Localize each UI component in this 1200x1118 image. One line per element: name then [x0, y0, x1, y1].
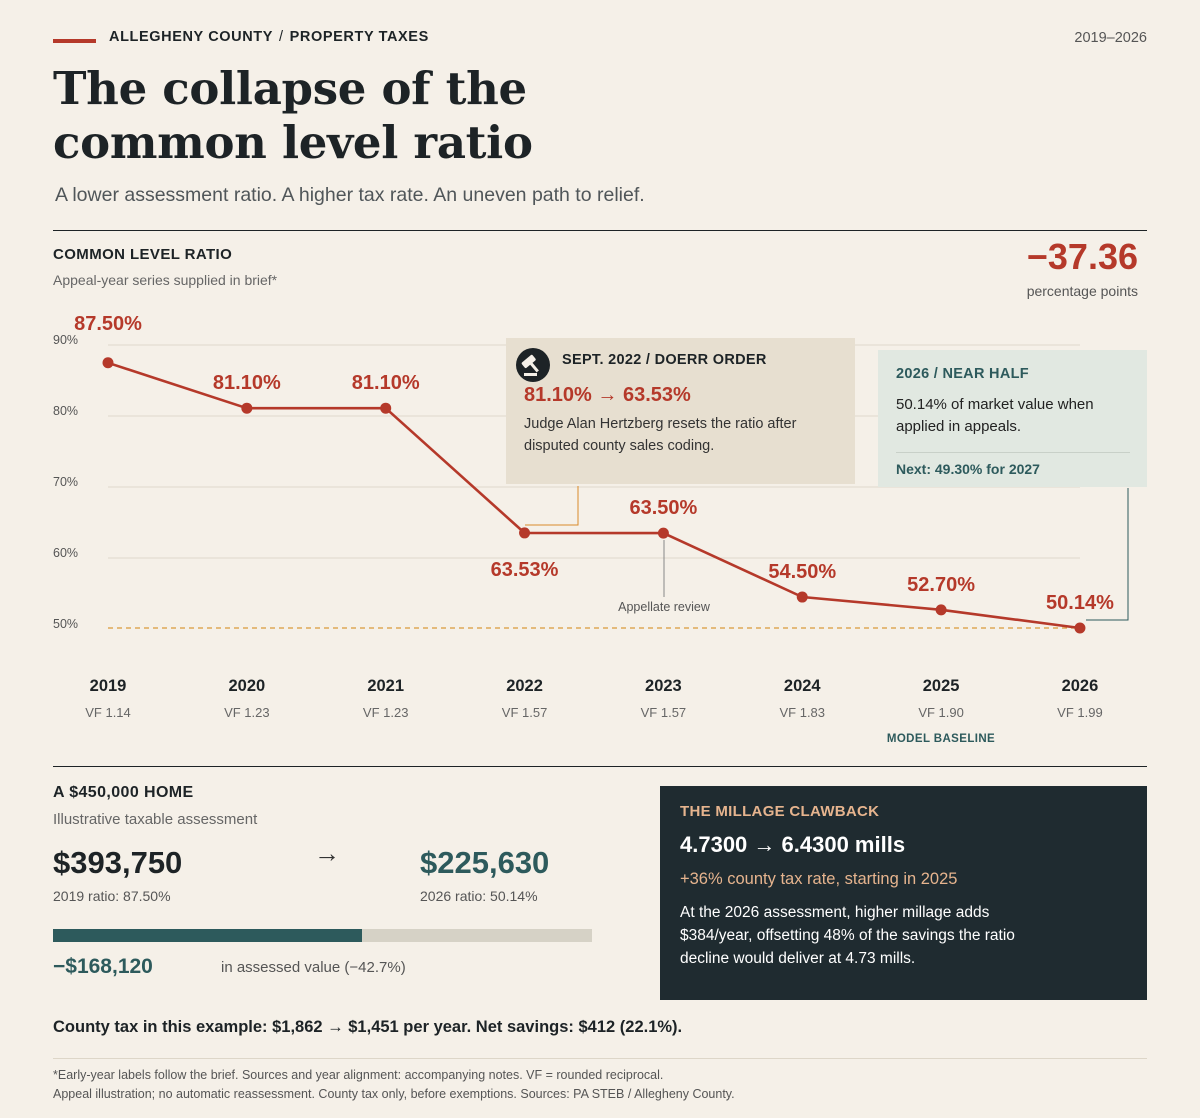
x-tick-label-2025: 2025: [923, 677, 960, 695]
data-label-2026: 50.14%: [1046, 592, 1114, 614]
x-tick-label-2020: 2020: [228, 677, 265, 695]
data-label-2025: 52.70%: [907, 574, 975, 596]
assessment-bar-fill: [53, 929, 362, 942]
section-divider-mid: [53, 766, 1147, 767]
section-divider-top: [53, 230, 1147, 231]
callout-half-heading: 2026 / NEAR HALF: [896, 366, 1029, 382]
arrow-icon: →: [314, 838, 340, 868]
doerr-leader-line: [525, 486, 579, 526]
grid-layer: 90% 80% 70% 60% 50%: [53, 333, 1080, 631]
millage-clawback-panel: THE MILLAGE CLAWBACK 4.7300 → 6.4300 mil…: [660, 786, 1147, 1000]
model-baseline-label: MODEL BASELINE: [887, 733, 995, 745]
kicker: ALLEGHENY COUNTY / PROPERTY TAXES: [109, 29, 429, 45]
footnote-divider: [53, 1058, 1147, 1059]
assessment-delta-value: −$168,120: [53, 955, 153, 978]
millage-explanation: At the 2026 assessment, higher millage a…: [680, 904, 1015, 967]
data-label-2021: 81.10%: [352, 372, 420, 394]
y-tick-label-50: 50%: [53, 617, 78, 631]
chart-heading: COMMON LEVEL RATIO: [53, 246, 233, 263]
x-tick-label-2019: 2019: [90, 677, 127, 695]
x-tick-label-2021: 2021: [367, 677, 404, 695]
data-point-2021: [380, 402, 392, 414]
page-title: The collapse of the common level ratio: [53, 62, 753, 170]
vf-label-2022: VF 1.57: [502, 705, 548, 720]
data-point-2024: [796, 591, 808, 603]
half-leader-line: [1086, 488, 1129, 621]
kicker-topic: PROPERTY TAXES: [289, 29, 429, 45]
callout-half-text: 50.14% of market value when applied in a…: [896, 396, 1094, 435]
vf-label-2019: VF 1.14: [85, 705, 131, 720]
x-tick-label-2024: 2024: [784, 677, 822, 695]
label-layer: 87.50% 2019 VF 1.14 81.10% 2020 VF 1.23 81.10%…: [74, 313, 1114, 720]
callout-doerr-change: 81.10% → 63.53%: [524, 384, 691, 406]
home-heading: A $450,000 HOME: [53, 784, 194, 801]
title-line-1: The collapse of the: [53, 62, 527, 115]
data-point-2019: [102, 357, 114, 369]
vf-label-2025: VF 1.90: [918, 705, 964, 720]
series-line: [107, 361, 1081, 630]
callout-doerr-order: SEPT. 2022 / DOERR ORDER 81.10% → 63.53%…: [506, 338, 855, 484]
vf-label-2026: VF 1.99: [1057, 705, 1103, 720]
gavel-icon: [516, 348, 550, 382]
vf-label-2020: VF 1.23: [224, 705, 270, 720]
footnote-line-2: Appeal illustration; no automatic reasse…: [53, 1087, 735, 1101]
after-ratio-label: 2026 ratio: 50.14%: [420, 888, 538, 904]
callout-doerr-text: Judge Alan Hertzberg resets the ratio af…: [524, 416, 797, 454]
change-value: −37.36: [1026, 236, 1138, 277]
data-point-2020: [241, 402, 253, 414]
line-layer: [102, 357, 1086, 634]
change-label: percentage points: [1026, 283, 1138, 299]
data-label-2019: 87.50%: [74, 313, 142, 335]
vf-label-2024: VF 1.83: [779, 705, 825, 720]
footnote-line-1: *Early-year labels follow the brief. Sou…: [53, 1068, 664, 1082]
y-tick-label-60: 60%: [53, 546, 78, 560]
y-tick-label-80: 80%: [53, 404, 78, 418]
data-point-2025: [935, 604, 947, 616]
callout-near-half: 2026 / NEAR HALF 50.14% of market value …: [878, 350, 1147, 487]
callout-half-divider: [896, 452, 1130, 453]
x-tick-label-2023: 2023: [645, 677, 682, 695]
data-label-2022: 63.53%: [491, 559, 559, 581]
y-tick-label-90: 90%: [53, 333, 78, 347]
millage-rate-increase: +36% county tax rate, starting in 2025: [680, 870, 958, 888]
y-tick-label-70: 70%: [53, 475, 78, 489]
millage-heading: THE MILLAGE CLAWBACK: [680, 803, 880, 820]
data-label-2020: 81.10%: [213, 372, 281, 394]
x-tick-label-2026: 2026: [1062, 677, 1099, 695]
summary-line: County tax in this example: $1,862 → $1,…: [53, 1018, 683, 1036]
millage-change: 4.7300 → 6.4300 mills: [680, 832, 906, 857]
year-range: 2019–2026: [1074, 30, 1147, 46]
callout-half-next: Next: 49.30% for 2027: [896, 461, 1040, 477]
appellate-review-label: Appellate review: [618, 600, 711, 614]
assessment-delta-label: in assessed value (−42.7%): [221, 959, 406, 976]
data-point-2023: [657, 527, 669, 539]
kicker-accent-bar: [53, 39, 96, 43]
title-line-2: common level ratio: [53, 116, 533, 169]
callout-doerr-heading: SEPT. 2022 / DOERR ORDER: [562, 352, 767, 368]
line-chart: 90% 80% 70% 60% 50% 87.50% 2019 VF 1.14 81.10% 2…: [53, 313, 1129, 745]
home-subheading: Illustrative taxable assessment: [53, 811, 258, 828]
kicker-separator: /: [279, 29, 284, 45]
data-label-2023: 63.50%: [629, 497, 697, 519]
data-point-2022: [519, 527, 531, 539]
kicker-region: ALLEGHENY COUNTY: [109, 29, 274, 45]
before-assessment-value: $393,750: [53, 845, 183, 880]
data-point-2026: [1074, 622, 1086, 634]
page-subtitle: A lower assessment ratio. A higher tax r…: [55, 184, 645, 206]
vf-label-2021: VF 1.23: [363, 705, 409, 720]
before-ratio-label: 2019 ratio: 87.50%: [53, 888, 171, 904]
vf-label-2023: VF 1.57: [641, 705, 687, 720]
chart-subheading: Appeal-year series supplied in brief*: [53, 272, 278, 288]
leader-layer: [525, 486, 1129, 621]
after-assessment-value: $225,630: [420, 845, 550, 880]
x-tick-label-2022: 2022: [506, 677, 543, 695]
data-label-2024: 54.50%: [768, 561, 836, 583]
